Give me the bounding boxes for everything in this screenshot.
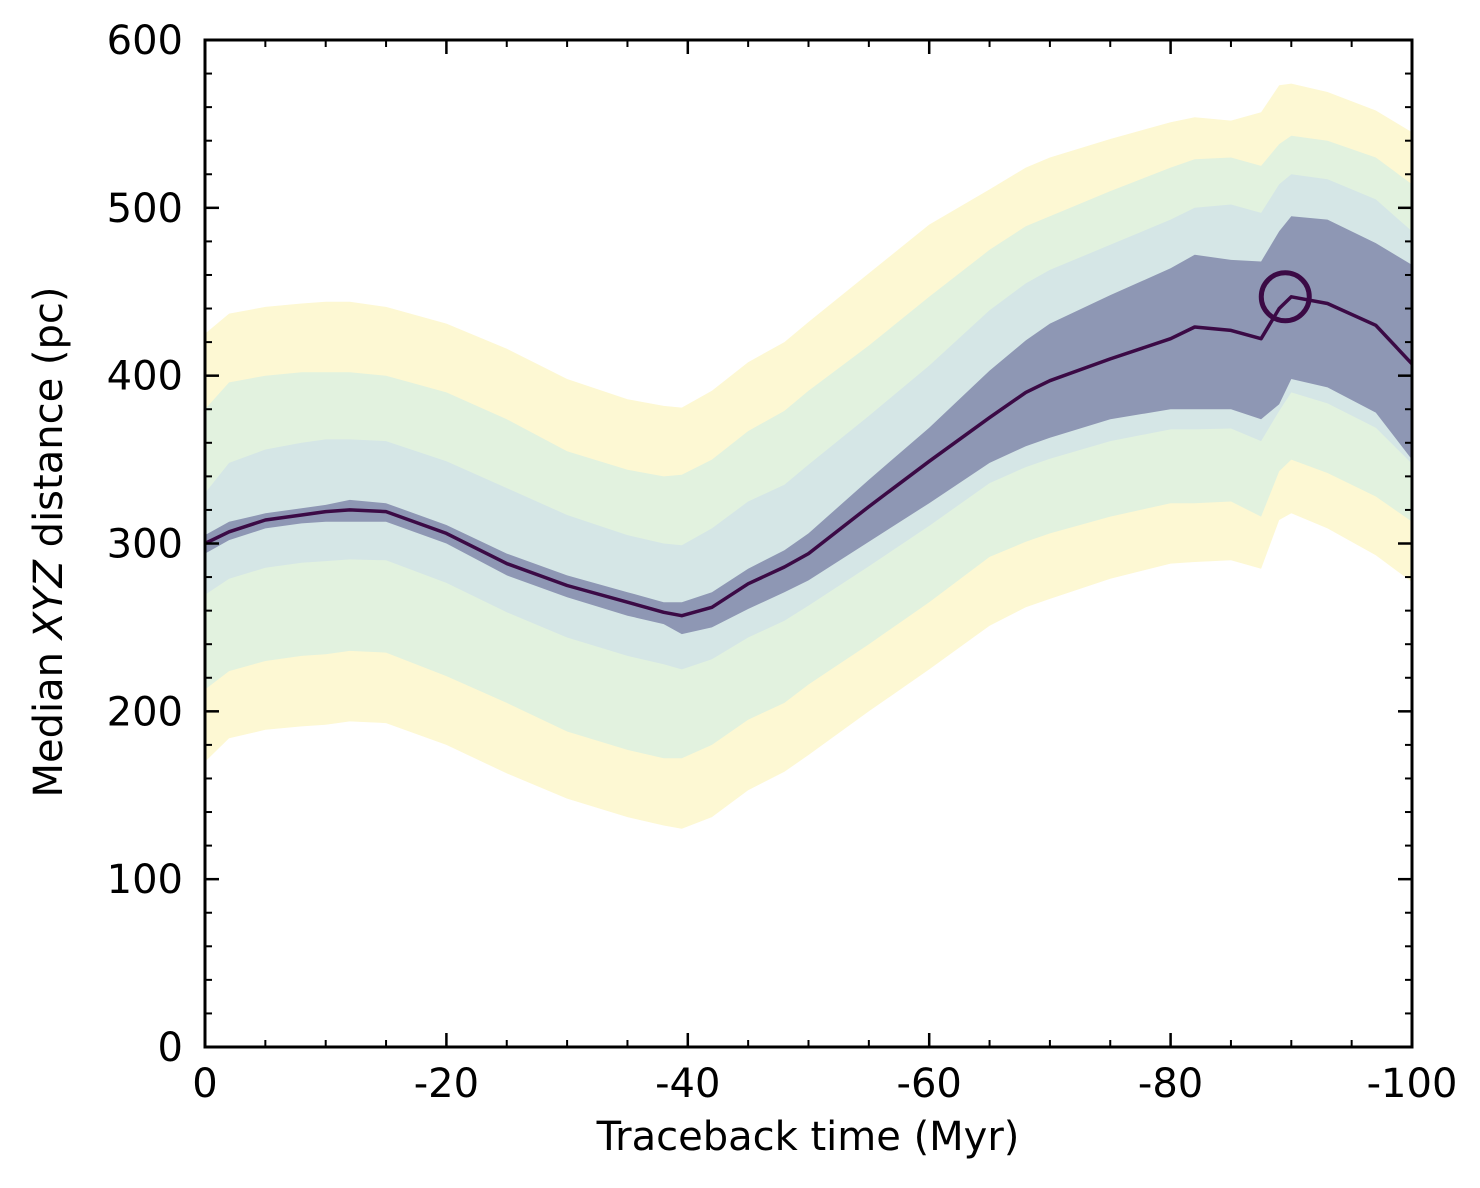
y-axis-label: Median XYZ distance (pc) (26, 287, 72, 798)
y-tick-label: 600 (107, 18, 183, 64)
y-axis-label-italic: XYZ (26, 558, 72, 641)
x-tick-label: -20 (414, 1061, 479, 1107)
y-axis-label-pre: Median (26, 639, 72, 797)
y-tick-label: 400 (107, 354, 183, 400)
y-tick-label: 0 (158, 1025, 183, 1071)
band-level-1 (205, 216, 1412, 635)
y-tick-label: 200 (107, 689, 183, 735)
ticks (203, 38, 1414, 1049)
x-tick-label: 0 (192, 1061, 217, 1107)
median-line (204, 295, 1414, 618)
marker-circle (1258, 270, 1312, 324)
y-tick-label: 100 (107, 857, 183, 903)
x-tick-label: -60 (897, 1061, 962, 1107)
series-layer (204, 270, 1414, 618)
uncertainty-bands (205, 83, 1412, 829)
y-tick-label: 300 (107, 522, 183, 568)
tick-labels: 0 -20 -40 -60 -80 -100 0 100 200 300 400 500 600 (107, 18, 1458, 1107)
x-tick-label: -100 (1367, 1061, 1458, 1107)
y-axis-label-post: distance (pc) (26, 287, 72, 561)
y-tick-label: 500 (107, 186, 183, 232)
x-tick-label: -80 (1138, 1061, 1203, 1107)
x-tick-label: -40 (655, 1061, 720, 1107)
x-axis-label: Traceback time (Myr) (596, 1114, 1020, 1160)
